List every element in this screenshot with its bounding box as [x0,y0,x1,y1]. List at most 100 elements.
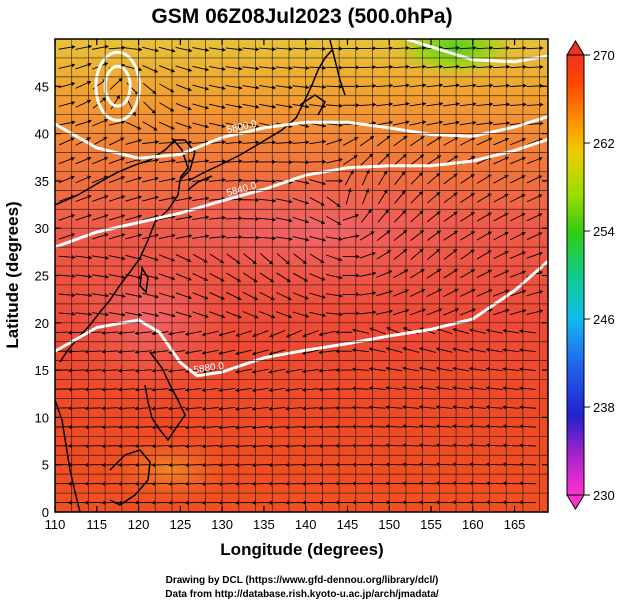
streamline-arrow [84,387,89,392]
streamline-arrow [235,388,239,393]
streamline-arrow [201,444,206,449]
streamline-arrow [456,83,460,88]
streamline-arrow [422,45,427,51]
streamline-arrow [385,153,390,158]
streamline-arrow [436,230,441,235]
closed-contour [94,50,141,122]
streamline-arrow [389,102,393,107]
streamline-arrow [218,444,223,449]
streamline-arrow [218,425,223,430]
streamline-arrow [420,136,425,140]
streamline-arrow [185,350,189,355]
streamline-arrow [221,124,226,129]
streamline-arrow [401,171,406,176]
streamline-arrow [321,313,326,318]
streamline-arrow [272,85,276,90]
streamline-arrow [188,234,193,239]
streamline-arrow [84,481,89,486]
streamline-arrow [138,67,142,72]
streamline-arrow [151,387,156,392]
streamline-arrow [151,368,156,373]
streamline-arrow [368,481,373,486]
streamline-arrow [322,159,327,164]
streamline-arrow [272,236,276,241]
colorbar-tick-label: 270 [593,48,615,63]
coastline-taiwan [139,265,149,294]
streamline-arrow [272,179,276,184]
streamline-arrow [289,140,293,145]
streamline-arrow [255,66,260,71]
streamline-arrow [151,481,156,486]
streamline-arrow [435,481,440,486]
streamline-arrow [402,210,406,215]
streamline-arrow [86,80,91,85]
streamline-arrow [452,443,457,448]
streamline-arrow [185,387,189,392]
streamline-arrow [71,274,76,279]
streamline-arrow [439,64,443,69]
streamline-arrow [238,66,243,71]
y-tick-label: 30 [35,221,49,236]
orange-patch-south [100,430,240,510]
streamline-arrow [338,157,343,162]
streamline-arrow [368,366,373,371]
streamline-arrow [204,67,209,72]
streamline-arrow [121,256,126,261]
streamline-arrow [338,275,343,280]
streamline-arrow [356,254,360,259]
streamline-arrow [88,44,92,49]
streamline-arrow [151,109,156,114]
streamline-arrow [385,443,390,448]
streamline-arrow [469,424,473,429]
streamline-arrow [121,275,126,280]
streamline-arrow [118,368,122,373]
streamline-arrow [338,237,343,242]
streamline-arrow [335,481,339,486]
streamline-arrow [118,444,122,449]
streamline-arrow [405,83,410,88]
streamline-arrow [339,65,343,70]
streamline-arrow [469,328,474,333]
streamline-arrow [435,443,440,448]
streamline-arrow [356,103,360,108]
streamline-arrow [339,123,343,128]
streamline-arrow [288,66,293,71]
coastline-sakhalin [329,39,346,96]
streamline-arrow [201,387,206,393]
streamline-arrow [471,137,476,142]
streamline-arrow [101,481,105,486]
streamline-arrow [268,444,273,449]
x-tick-label: 125 [169,517,191,532]
streamline-arrow [84,349,89,354]
streamline-arrow [222,177,226,183]
x-tick-label: 115 [86,517,107,532]
streamline-arrow [154,195,159,200]
streamline-arrow [101,406,106,411]
x-axis-label: Longitude (degrees) [220,540,383,559]
streamline-arrow [485,443,490,448]
y-tick-label: 20 [35,316,49,331]
streamline-arrow [318,462,323,467]
streamline-arrow [521,175,526,179]
streamline-arrow [506,45,510,51]
colorbar-tick-label: 254 [593,224,615,239]
streamline-arrow [255,123,259,129]
streamline-arrow [519,424,523,429]
streamline-arrow [101,387,106,392]
streamline-arrow [485,500,490,505]
streamline-arrow [485,386,490,391]
streamline-arrow [171,177,176,182]
streamline-arrow [218,351,223,356]
streamline-arrow [519,443,523,448]
streamline-arrow [305,140,310,145]
streamline-arrow [171,158,176,163]
streamline-arrow [302,387,306,392]
streamline-arrow [372,46,377,51]
streamline-arrow [221,47,226,52]
streamline-arrow [168,481,172,486]
streamline-arrow [84,425,89,430]
streamline-arrow [437,155,442,159]
streamline-arrow [71,311,76,317]
streamline-arrow [519,481,523,486]
